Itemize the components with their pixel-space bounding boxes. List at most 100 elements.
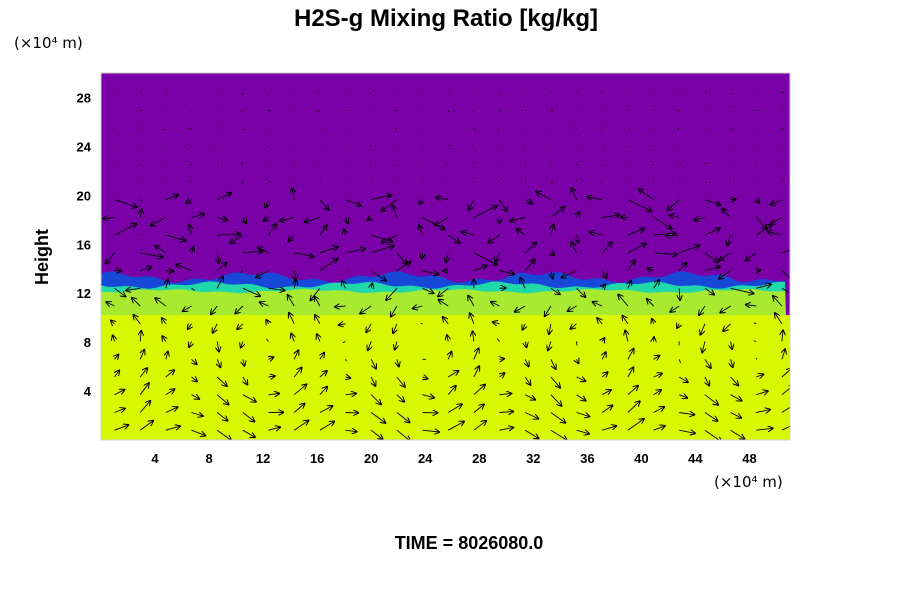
velocity-vector <box>396 412 410 423</box>
velocity-vector <box>550 359 556 369</box>
velocity-vector <box>704 252 718 262</box>
velocity-vector <box>587 197 603 200</box>
velocity-vector <box>473 421 486 431</box>
velocity-vector <box>242 128 246 131</box>
velocity-vector <box>217 163 220 165</box>
velocity-vector <box>242 394 256 402</box>
velocity-vector <box>577 235 579 243</box>
velocity-vector <box>183 305 192 311</box>
velocity-vector <box>677 109 680 112</box>
velocity-vector <box>243 359 245 365</box>
velocity-vector <box>771 199 783 206</box>
velocity-vector <box>548 341 551 351</box>
velocity-vector <box>781 406 790 413</box>
velocity-vector <box>113 335 115 342</box>
velocity-vector <box>165 92 168 95</box>
velocity-vector <box>191 377 198 381</box>
velocity-vector <box>371 376 375 386</box>
velocity-vector <box>705 376 709 386</box>
velocity-vector <box>704 287 714 294</box>
velocity-vector <box>140 267 151 271</box>
velocity-vector <box>396 394 404 402</box>
velocity-vector <box>755 217 767 229</box>
velocity-vector <box>370 163 372 165</box>
velocity-vector <box>510 216 526 221</box>
velocity-vector <box>242 287 260 296</box>
velocity-vector <box>151 217 167 225</box>
velocity-vector <box>217 359 220 367</box>
velocity-vector <box>473 128 476 131</box>
velocity-vector <box>188 324 192 329</box>
velocity-vector <box>572 188 577 200</box>
velocity-vector <box>216 92 219 95</box>
velocity-vector <box>393 323 397 333</box>
velocity-vector <box>216 277 223 289</box>
velocity-vector <box>756 391 768 395</box>
velocity-vector <box>523 323 526 330</box>
velocity-vector <box>651 163 654 166</box>
velocity-vector <box>165 426 180 431</box>
velocity-vector <box>165 180 167 183</box>
velocity-vector <box>267 92 269 95</box>
velocity-vector <box>602 215 619 218</box>
velocity-vector <box>576 145 578 147</box>
velocity-vector <box>473 366 479 378</box>
velocity-vector <box>189 225 192 236</box>
velocity-vector <box>106 252 115 264</box>
velocity-vector <box>525 359 529 366</box>
velocity-vector <box>139 368 147 378</box>
velocity-vector <box>294 350 298 360</box>
velocity-vector <box>497 128 500 131</box>
velocity-vector <box>162 318 166 325</box>
velocity-vector <box>256 270 269 278</box>
velocity-vector <box>186 200 191 203</box>
velocity-vector <box>422 180 425 183</box>
y-tick-label: 8 <box>84 335 91 350</box>
velocity-vector <box>112 91 115 94</box>
velocity-vector <box>488 234 500 243</box>
velocity-vector <box>230 234 244 243</box>
velocity-vector <box>191 214 205 217</box>
velocity-vector <box>318 162 321 165</box>
velocity-vector <box>548 163 552 166</box>
velocity-vector <box>265 199 268 208</box>
velocity-vector <box>571 242 577 253</box>
velocity-vector <box>241 93 244 95</box>
velocity-vector <box>730 394 742 401</box>
velocity-vector <box>627 386 638 396</box>
velocity-vector <box>319 247 338 254</box>
velocity-vector <box>422 287 434 293</box>
velocity-vector <box>653 217 672 228</box>
velocity-vector <box>781 180 785 183</box>
velocity-vector <box>163 146 167 149</box>
velocity-vector <box>371 246 394 254</box>
velocity-vector <box>653 407 665 413</box>
velocity-vector <box>678 163 682 166</box>
velocity-vector <box>719 252 731 260</box>
velocity-vector <box>346 217 349 223</box>
velocity-vector <box>422 163 425 166</box>
velocity-vector <box>756 200 759 203</box>
velocity-vector <box>419 200 422 205</box>
velocity-vector <box>590 232 603 235</box>
velocity-vector <box>258 248 269 254</box>
velocity-vector <box>288 234 295 241</box>
velocity-vector <box>294 270 296 281</box>
velocity-vector <box>368 341 371 351</box>
velocity-vector <box>166 352 168 360</box>
velocity-vector <box>342 281 346 289</box>
velocity-vector <box>213 323 218 333</box>
time-footer: TIME = 8026080.0 <box>395 533 544 553</box>
velocity-vector <box>771 217 783 224</box>
velocity-vector <box>602 270 607 279</box>
velocity-vector <box>775 313 783 325</box>
velocity-vector <box>753 340 757 342</box>
velocity-vector <box>730 287 754 293</box>
velocity-vector <box>163 128 167 131</box>
velocity-vector <box>524 127 527 130</box>
velocity-vector <box>370 270 386 281</box>
velocity-vector <box>268 427 281 430</box>
velocity-vector <box>473 348 479 360</box>
velocity-vector <box>138 145 141 147</box>
velocity-vector <box>704 228 720 236</box>
